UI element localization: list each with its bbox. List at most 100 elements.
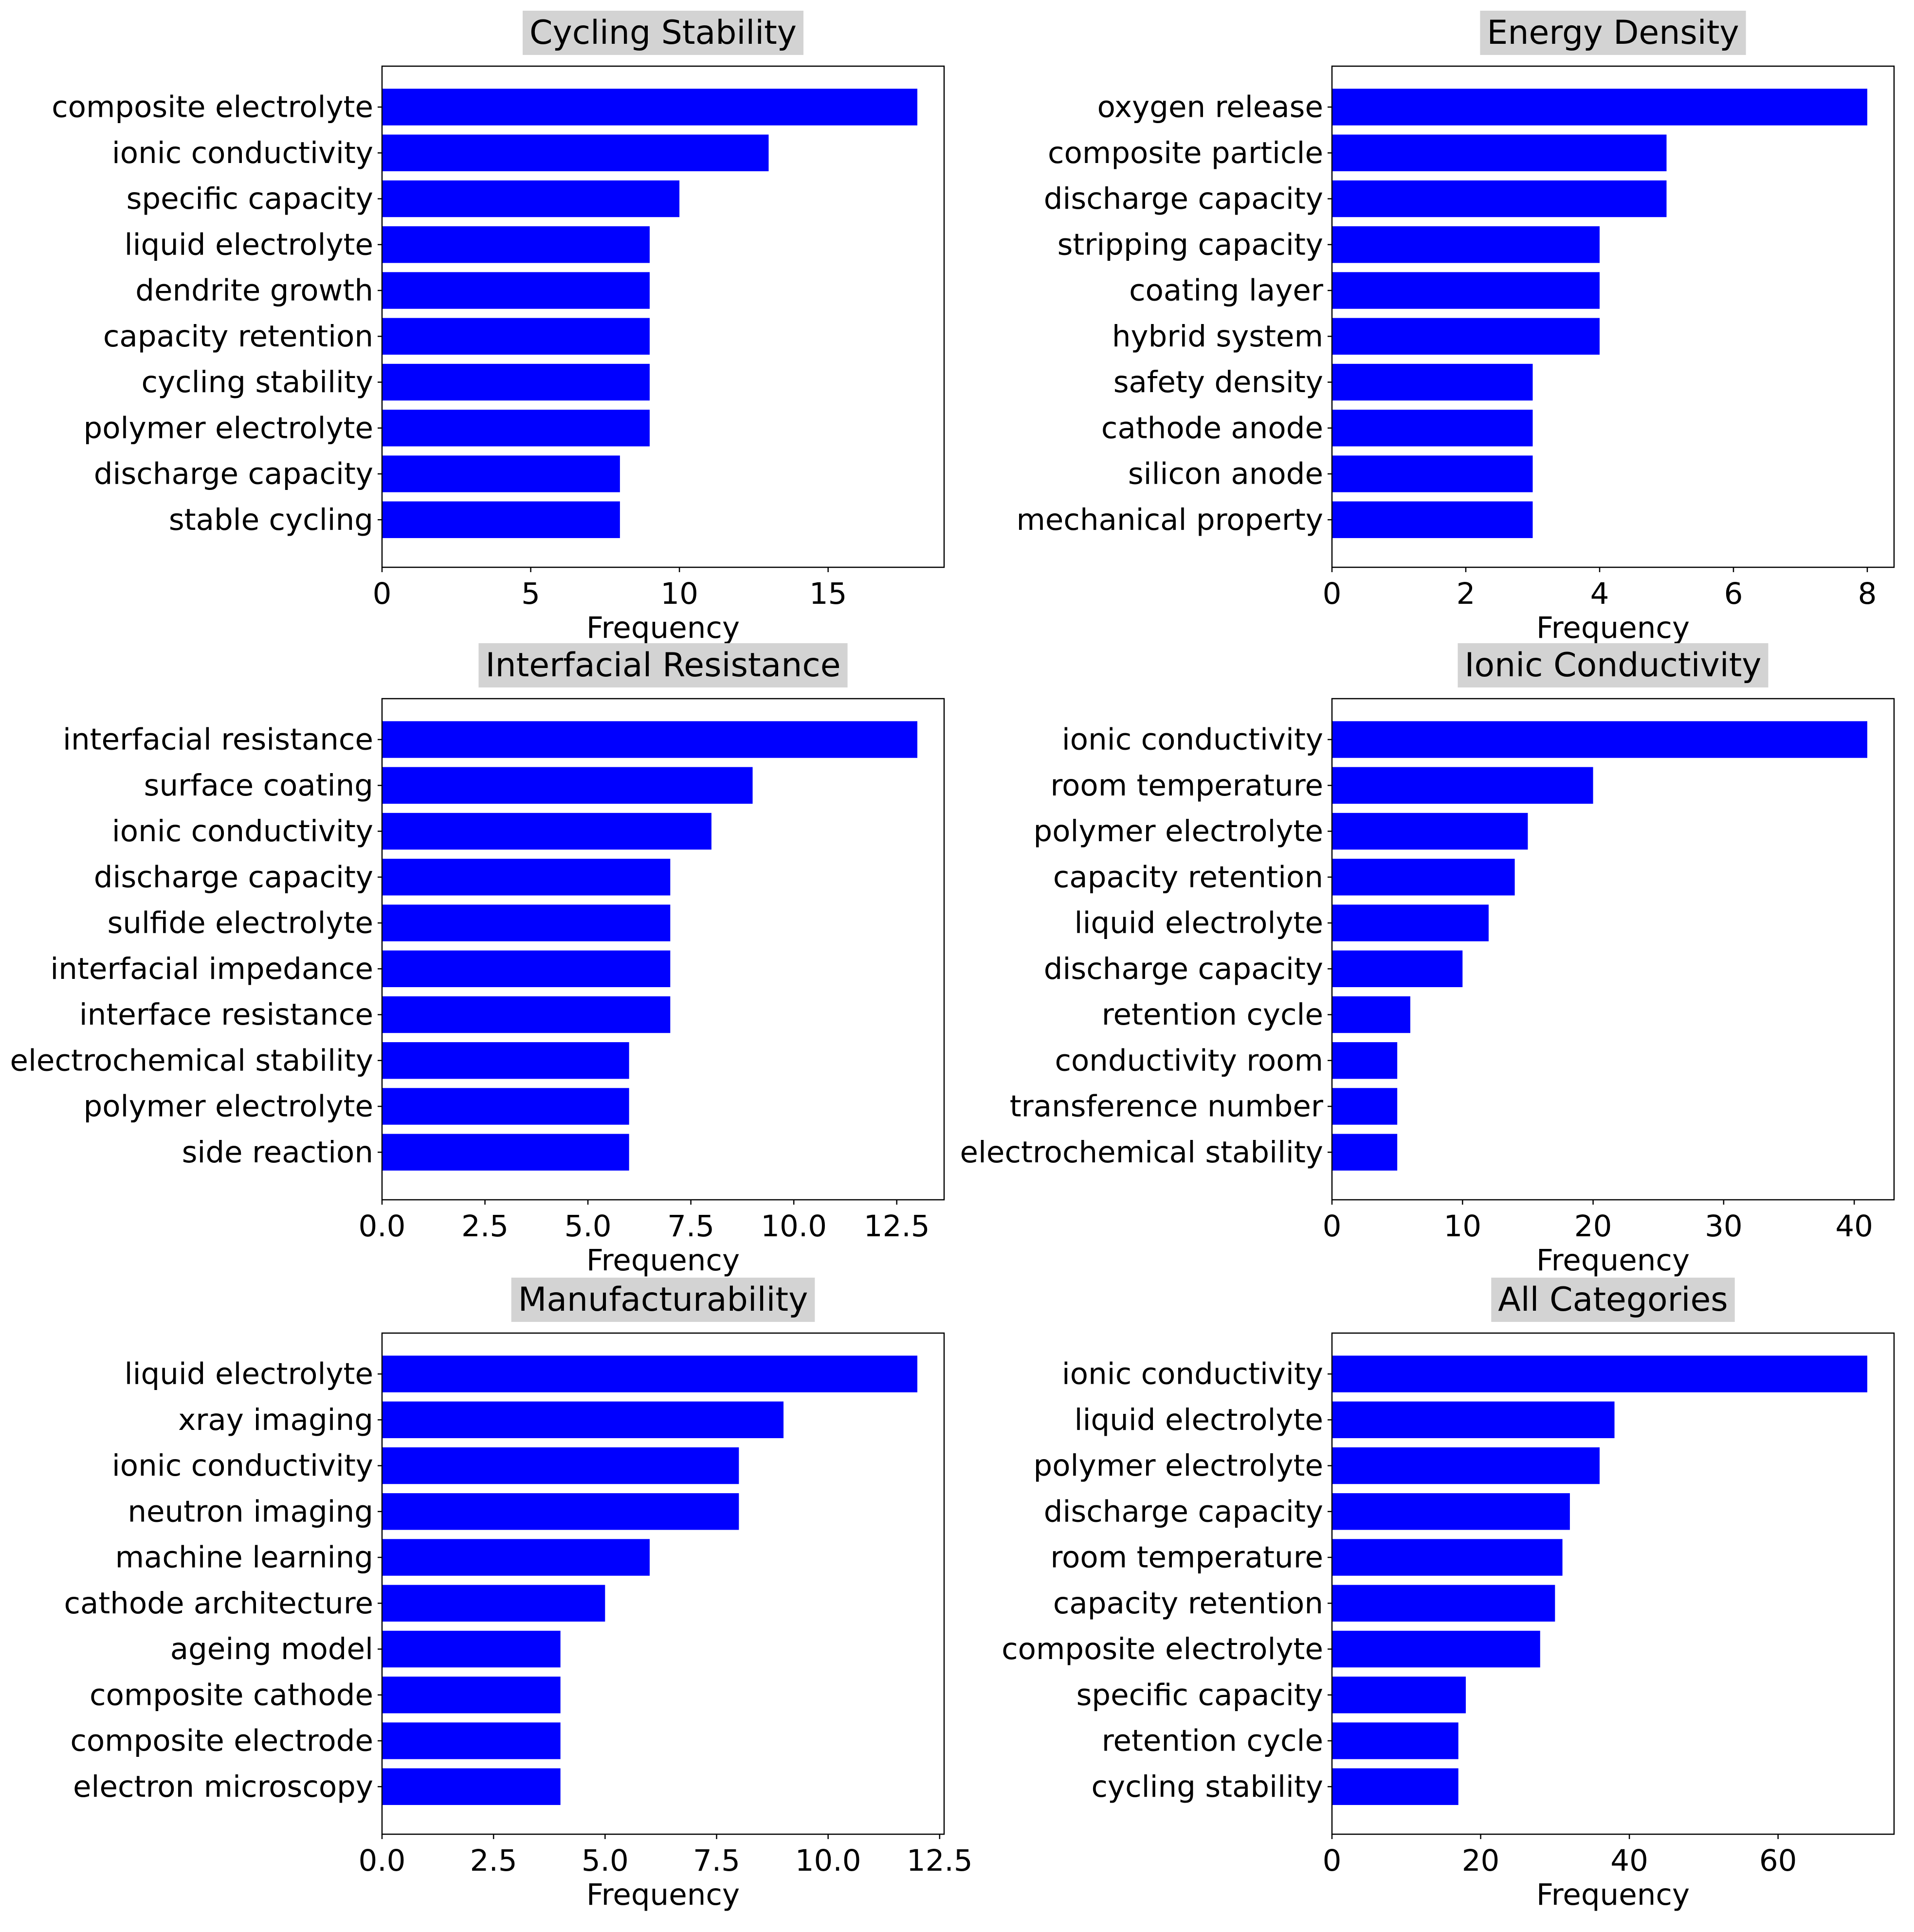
bar xyxy=(382,904,671,941)
y-tick-label: ionic conductivity xyxy=(1062,1357,1323,1391)
y-tick-label: safety density xyxy=(1113,365,1323,399)
axes-frame xyxy=(1331,65,1895,568)
y-tick-label: polymer electrolyte xyxy=(83,411,373,445)
x-tick-label: 10 xyxy=(1443,1209,1481,1244)
y-tick-label: composite particle xyxy=(1048,136,1323,170)
x-tick-label: 0 xyxy=(373,577,392,611)
chart-title-group: Energy Density xyxy=(1480,11,1746,55)
bar xyxy=(382,721,917,758)
y-tick-label: ionic conductivity xyxy=(112,136,373,170)
x-axis-label: Frequency xyxy=(1536,611,1690,645)
x-axis-label: Frequency xyxy=(586,1878,740,1912)
x-tick-label: 4 xyxy=(1590,577,1609,611)
bar xyxy=(1332,1401,1615,1438)
x-tick-label: 10.0 xyxy=(761,1209,827,1244)
bar xyxy=(1332,721,1867,758)
bar xyxy=(382,1493,739,1530)
bar xyxy=(382,950,671,987)
y-tick-label: ionic conductivity xyxy=(112,1448,373,1483)
y-tick-label: electron microscopy xyxy=(73,1769,373,1804)
axes-frame xyxy=(1331,1332,1895,1835)
chart-panel: Interfacial Resistance interfacial resist… xyxy=(10,643,945,1278)
bar xyxy=(1332,950,1463,987)
bar xyxy=(1332,134,1667,171)
y-tick-label: specific capacity xyxy=(1076,1678,1323,1712)
chart-title: Energy Density xyxy=(1487,14,1739,52)
y-tick-label: silicon anode xyxy=(1128,457,1323,491)
bar xyxy=(382,1677,561,1714)
y-tick-label: liquid electrolyte xyxy=(1075,1403,1323,1437)
x-axis-label: Frequency xyxy=(586,611,740,645)
y-tick-label: composite cathode xyxy=(90,1678,373,1712)
x-tick-label: 5.0 xyxy=(565,1209,612,1244)
x-tick-label: 5 xyxy=(521,577,540,611)
bar xyxy=(382,318,650,355)
bar xyxy=(1332,318,1600,355)
chart-title-background xyxy=(1480,11,1746,55)
y-tick-label: sulfide electrolyte xyxy=(108,906,373,940)
bar xyxy=(1332,1630,1540,1668)
bar xyxy=(1332,767,1593,804)
y-tick-label: composite electrolyte xyxy=(1002,1632,1323,1666)
bar xyxy=(382,1088,629,1125)
y-tick-label: stable cycling xyxy=(169,503,373,537)
y-tick-label: discharge capacity xyxy=(94,457,373,491)
bar xyxy=(382,134,769,171)
y-tick-label: capacity retention xyxy=(103,319,373,354)
y-tick-label: cathode anode xyxy=(1101,411,1323,445)
chart-title-background xyxy=(511,1278,815,1322)
y-tick-label: discharge capacity xyxy=(1044,952,1323,986)
bar xyxy=(382,767,753,804)
bar xyxy=(382,89,917,126)
bar xyxy=(1332,501,1533,538)
chart-title-background xyxy=(1491,1278,1735,1322)
bar xyxy=(1332,1493,1570,1530)
bar xyxy=(382,1355,917,1392)
y-tick-label: surface coating xyxy=(144,768,373,803)
x-tick-label: 7.5 xyxy=(667,1209,714,1244)
y-tick-label: electrochemical stability xyxy=(960,1135,1323,1170)
bar xyxy=(1332,1722,1458,1759)
bar xyxy=(382,226,650,263)
bar xyxy=(1332,1447,1600,1484)
axes-frame xyxy=(381,1332,945,1835)
bar xyxy=(382,363,650,401)
y-tick-label: composite electrolyte xyxy=(52,90,373,125)
y-tick-label: xray imaging xyxy=(178,1403,373,1437)
y-tick-label: transference number xyxy=(1010,1089,1324,1124)
y-tick-label: cycling stability xyxy=(1091,1769,1323,1804)
y-tick-label: capacity retention xyxy=(1053,860,1323,894)
bar xyxy=(382,1134,629,1171)
x-tick-label: 10.0 xyxy=(795,1843,861,1878)
bar xyxy=(1332,1677,1466,1714)
bar xyxy=(1332,1539,1563,1576)
bar xyxy=(1332,1355,1867,1392)
x-axis-label: Frequency xyxy=(586,1243,740,1278)
y-tick-label: discharge capacity xyxy=(1044,181,1323,216)
bar xyxy=(1332,904,1489,941)
bar xyxy=(1332,226,1600,263)
x-tick-label: 12.5 xyxy=(864,1209,930,1244)
chart-title: Manufacturability xyxy=(518,1281,808,1319)
chart-title-group: All Categories xyxy=(1491,1278,1735,1322)
axes-frame xyxy=(381,698,945,1201)
bar xyxy=(1332,410,1533,447)
x-tick-label: 0.0 xyxy=(358,1843,405,1878)
bar xyxy=(382,1042,629,1079)
x-tick-label: 2.5 xyxy=(470,1843,517,1878)
x-axis-label: Frequency xyxy=(1536,1243,1690,1278)
y-tick-label: cathode architecture xyxy=(64,1586,373,1621)
chart-panel: Manufacturability liquid electrolyte xray … xyxy=(64,1278,973,1912)
y-tick-label: capacity retention xyxy=(1053,1586,1323,1621)
y-tick-label: mechanical property xyxy=(1016,503,1323,537)
y-tick-label: specific capacity xyxy=(127,181,373,216)
x-tick-label: 10 xyxy=(660,577,698,611)
chart-title: Cycling Stability xyxy=(529,14,797,52)
y-tick-label: liquid electrolyte xyxy=(125,1357,373,1391)
x-tick-label: 2 xyxy=(1457,577,1476,611)
x-tick-label: 5.0 xyxy=(582,1843,629,1878)
bar xyxy=(1332,1134,1398,1171)
x-tick-label: 6 xyxy=(1724,577,1743,611)
bar xyxy=(1332,89,1867,126)
